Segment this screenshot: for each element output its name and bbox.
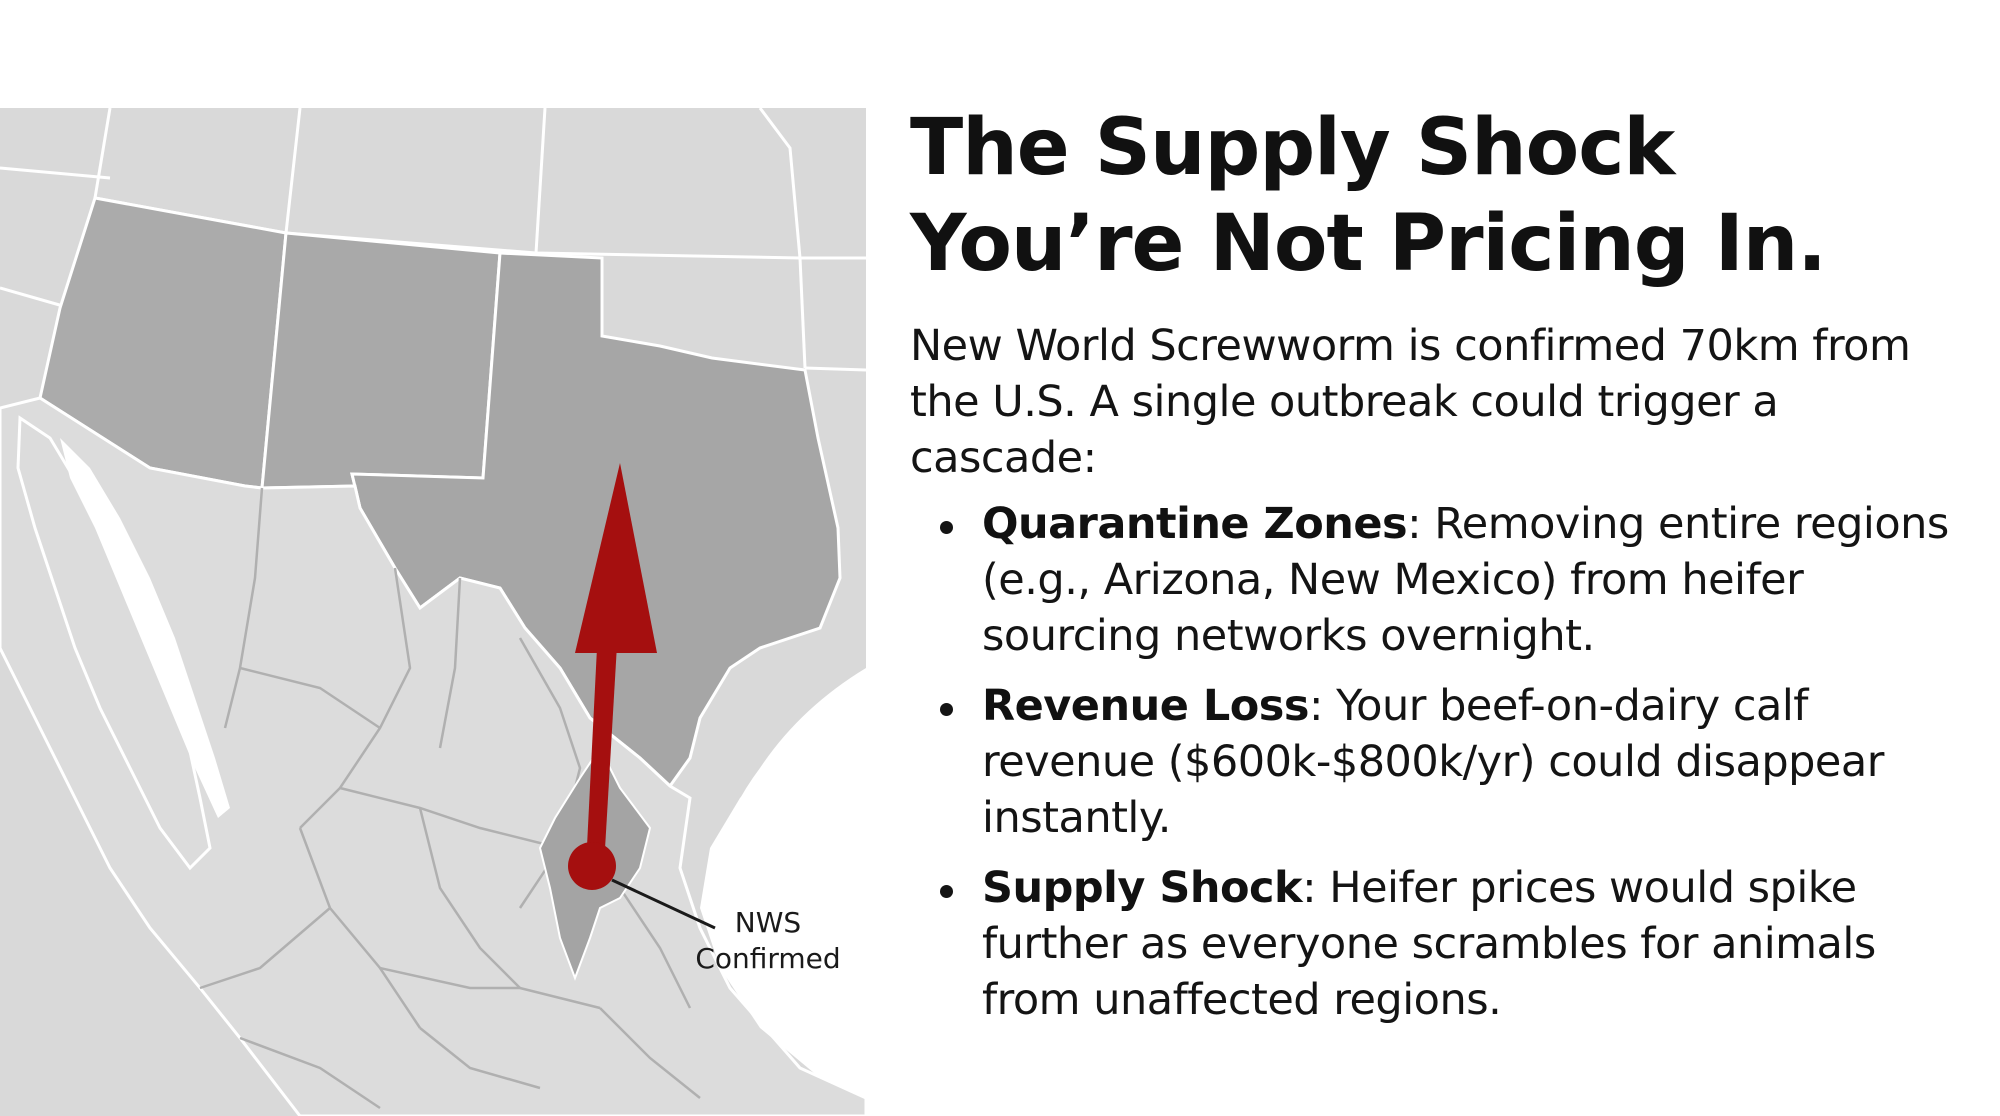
title-line-2: You’re Not Pricing In. [910, 199, 1827, 289]
text-panel: The Supply Shock You’re Not Pricing In. … [910, 100, 1970, 1042]
nws-label-line2: Confirmed [695, 942, 840, 975]
highlighted-states [38, 196, 842, 789]
map-panel: NWS Confirmed [0, 108, 866, 1116]
label-pointer-line [611, 878, 716, 930]
title-line-1: The Supply Shock [910, 103, 1675, 193]
bullet-dot [940, 703, 953, 716]
bullet-list: Quarantine Zones: Removing entire region… [910, 496, 1970, 1028]
bullet-dot [940, 521, 953, 534]
bullet-text: : Removing entire regions (e.g., Arizona… [982, 499, 1949, 661]
new-mexico-region [260, 231, 502, 490]
nws-marker [568, 842, 616, 890]
bullet-supply-shock: Supply Shock: Heifer prices would spike … [910, 860, 1972, 1028]
nws-label-line1: NWS [735, 906, 801, 939]
bullet-term: Quarantine Zones [982, 499, 1408, 549]
arrow-shaft [586, 628, 618, 866]
bullet-text: : Heifer prices would spike further as e… [982, 863, 1876, 1025]
bullet-text: : Your beef-on-dairy calf revenue ($600k… [982, 681, 1884, 843]
bullet-quarantine-zones: Quarantine Zones: Removing entire region… [910, 496, 1972, 664]
bullet-revenue-loss: Revenue Loss: Your beef-on-dairy calf re… [910, 678, 1972, 846]
bullet-term: Revenue Loss [982, 681, 1309, 731]
slide-title: The Supply Shock You’re Not Pricing In. [910, 100, 1970, 292]
intro-paragraph: New World Screwworm is confirmed 70km fr… [910, 321, 1911, 483]
gulf-coast-water [720, 668, 866, 868]
bullet-dot [940, 885, 953, 898]
mexico-land [0, 396, 866, 1116]
bullet-term: Supply Shock [982, 863, 1303, 913]
arrow-head [575, 463, 657, 653]
gulf-of-california [60, 438, 230, 818]
mexico-state-borders [199, 487, 701, 1110]
us-mexico-map: NWS Confirmed [0, 108, 866, 1116]
